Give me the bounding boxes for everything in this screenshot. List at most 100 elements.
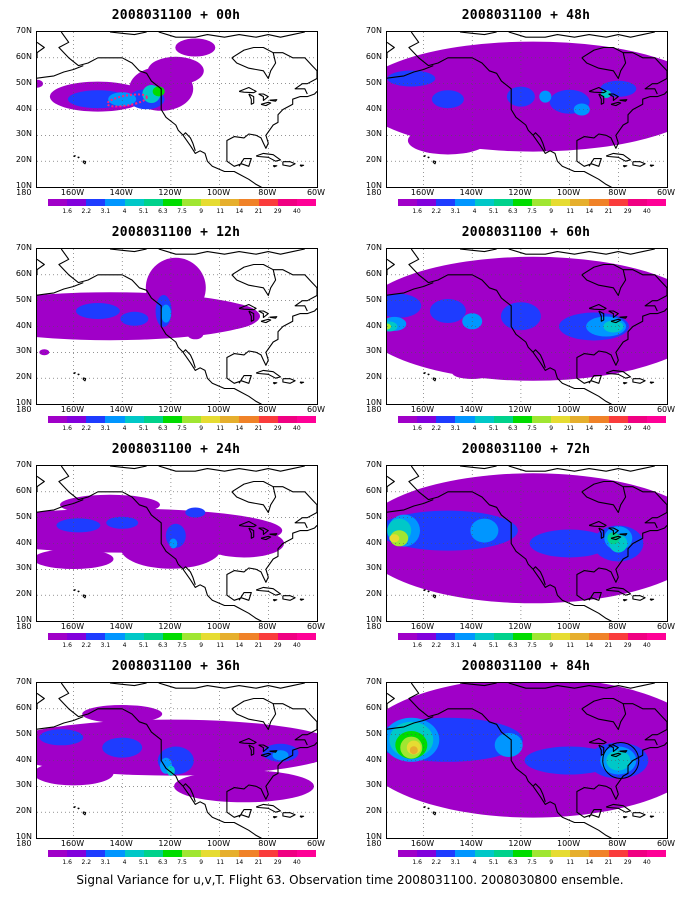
- colorbar-level-label: 21: [254, 859, 263, 866]
- colorbar-swatch: [105, 199, 125, 206]
- panel-title: 2008031100 + 60h: [461, 225, 591, 240]
- colorbar: [398, 850, 666, 857]
- colorbar-swatch: [493, 199, 513, 206]
- graticule: [37, 466, 317, 621]
- colorbar-level-label: 29: [273, 208, 282, 215]
- colorbar-level-label: 6.3: [508, 859, 518, 866]
- variance-contour: [272, 750, 289, 761]
- colorbar-level-label: 1.6: [62, 859, 72, 866]
- variance-contour: [185, 507, 206, 518]
- colorbar-level-label: 6.3: [508, 208, 518, 215]
- colorbar-level-label: 21: [604, 208, 613, 215]
- variance-contour: [389, 534, 400, 543]
- colorbar-level-label: 29: [273, 642, 282, 649]
- longitude-tick-label: 180: [366, 188, 382, 197]
- coastline: [226, 742, 317, 818]
- colorbar-swatch: [627, 199, 647, 206]
- variance-contour: [120, 311, 149, 326]
- colorbar-swatch: [143, 199, 163, 206]
- colorbar-swatch: [181, 416, 202, 423]
- variance-contour: [161, 304, 171, 323]
- colorbar-level-label: 9: [199, 425, 204, 432]
- longitude-tick-label: 180: [366, 622, 382, 631]
- variance-contour: [37, 79, 43, 88]
- colorbar-swatch: [220, 416, 240, 423]
- colorbar-level-label: 5.1: [138, 208, 149, 215]
- coastline: [182, 566, 196, 585]
- colorbar-swatch: [398, 416, 418, 423]
- coastline: [238, 303, 257, 311]
- coastline: [632, 812, 646, 818]
- colorbar-swatch: [455, 850, 475, 857]
- coastline: [610, 752, 622, 758]
- colorbar-level-label: 9: [549, 425, 554, 432]
- coastline: [37, 41, 45, 58]
- latitude-tick-label: 70N: [365, 677, 382, 686]
- coastline: [255, 369, 282, 379]
- colorbar-level-label: 3.1: [450, 859, 461, 866]
- coastline: [109, 249, 147, 253]
- latitude-tick-label: 40N: [15, 103, 32, 113]
- coastline: [508, 683, 655, 689]
- coastline: [258, 93, 269, 102]
- latitude-tick-label: 50N: [365, 511, 382, 521]
- coastline: [273, 703, 317, 746]
- colorbar-level-label: 21: [254, 642, 263, 649]
- latitude-tick-label: 40N: [15, 320, 32, 330]
- colorbar-level-label: 5.1: [488, 425, 499, 432]
- colorbar-level-label: 21: [604, 859, 613, 866]
- latitude-tick-label: 40N: [15, 754, 32, 764]
- colorbar-level-label: 11: [216, 642, 225, 649]
- longitude-tick-label: 120W: [508, 839, 532, 848]
- longitude-tick-label: 180: [366, 405, 382, 414]
- longitude-tick-label: 80W: [608, 622, 627, 631]
- longitude-tick-label: 60W: [306, 622, 326, 631]
- colorbar-level-label: 3.1: [450, 208, 461, 215]
- latitude-tick-label: 30N: [365, 346, 382, 356]
- longitude-tick-label: 180: [16, 188, 32, 197]
- coastline: [37, 716, 84, 730]
- panel-title: 2008031100 + 00h: [111, 8, 241, 23]
- coastline: [622, 816, 628, 819]
- colorbar-swatch: [105, 416, 125, 423]
- flight-track-marker: [106, 93, 148, 108]
- longitude-tick-label: 140W: [109, 188, 133, 197]
- variance-contour: [387, 323, 391, 330]
- colorbar-level-label: 2.2: [431, 642, 442, 649]
- colorbar-level-label: 1.6: [412, 425, 422, 432]
- colorbar-swatch: [124, 850, 144, 857]
- colorbar-level-label: 11: [216, 208, 225, 215]
- coastline: [231, 263, 277, 297]
- variance-contour: [539, 90, 552, 103]
- colorbar-swatch: [258, 633, 278, 640]
- colorbar-level-label: 40: [643, 208, 651, 215]
- coastline: [459, 466, 497, 470]
- colorbar-level-label: 7.5: [177, 425, 187, 432]
- colorbar-level-label: 7.5: [527, 642, 537, 649]
- longitude-tick-label: 120W: [158, 622, 182, 631]
- colorbar-swatch: [608, 633, 628, 640]
- colorbar-level-label: 21: [254, 425, 263, 432]
- colorbar-swatch: [181, 633, 202, 640]
- variance-contour: [187, 329, 204, 340]
- longitude-tick-label: 60W: [656, 188, 676, 197]
- coastline: [622, 599, 628, 602]
- colorbar-swatch: [258, 199, 278, 206]
- colorbar-level-label: 6.3: [158, 859, 168, 866]
- latitude-tick-label: 70N: [365, 26, 382, 35]
- colorbar-swatch: [589, 633, 609, 640]
- latitude-tick-label: 10N: [365, 398, 382, 407]
- coastline: [387, 499, 434, 513]
- colorbar-swatch: [296, 199, 316, 206]
- colorbar-swatch: [162, 850, 182, 857]
- colorbar-level-label: 1.6: [412, 208, 422, 215]
- coastlines: [37, 249, 317, 404]
- coastline: [532, 132, 546, 151]
- map-plot: [37, 32, 317, 187]
- colorbar-swatch: [493, 633, 513, 640]
- colorbar-swatch: [86, 416, 106, 423]
- variance-contour: [82, 705, 163, 723]
- colorbar-level-label: 7.5: [177, 642, 187, 649]
- coastline: [608, 744, 619, 753]
- colorbar-level-label: 3.1: [450, 425, 461, 432]
